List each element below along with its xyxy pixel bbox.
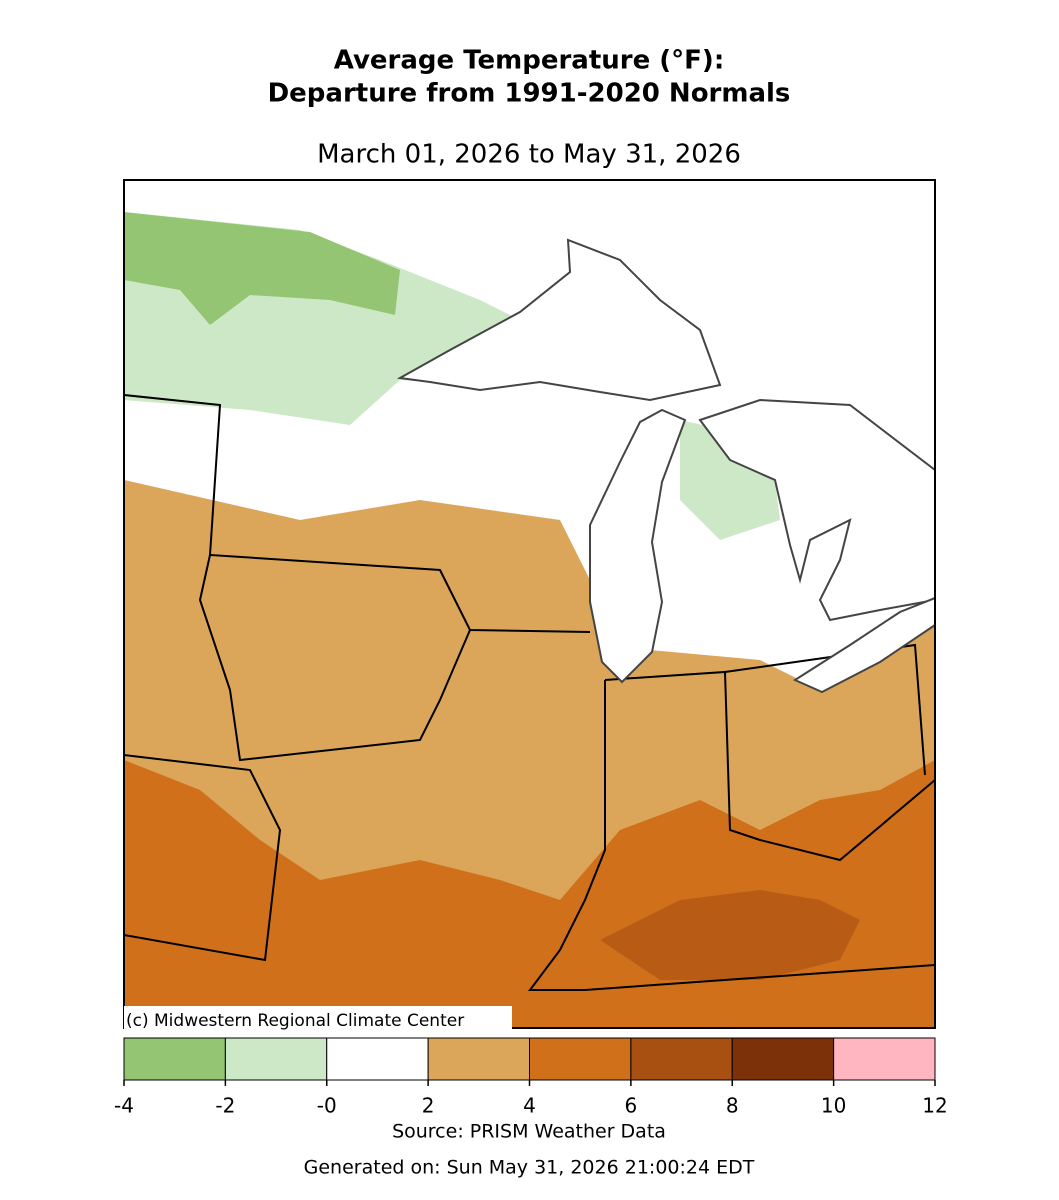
colorbar-bin <box>326 1037 429 1081</box>
tick-label: 6 <box>625 1094 638 1118</box>
tick-label: -4 <box>114 1094 134 1118</box>
region-dark <box>600 890 860 980</box>
region-green <box>124 212 400 325</box>
state-border <box>198 554 471 762</box>
lake-michigan <box>589 408 687 684</box>
colorbar-bin <box>833 1037 936 1081</box>
tick-label: 2 <box>422 1094 435 1118</box>
subtitle: March 01, 2026 to May 31, 2026 <box>317 140 741 170</box>
state-border <box>528 680 935 991</box>
colorbar-bin <box>224 1037 328 1081</box>
state-border <box>124 754 282 962</box>
generated: Generated on: Sun May 31, 2026 21:00:24 … <box>304 1157 755 1179</box>
lake-huron-canada <box>698 398 935 622</box>
lake-superior <box>396 238 722 402</box>
state-border <box>724 643 926 776</box>
colorbar: -4 -2 -0 2 4 6 8 10 12 <box>114 1037 948 1118</box>
colorbar-bin <box>731 1037 835 1081</box>
tick-label: -0 <box>317 1094 337 1118</box>
map-frame <box>123 179 936 1029</box>
copyright: (c) Midwestern Regional Climate Center <box>126 1011 464 1031</box>
tick-label: -2 <box>215 1094 235 1118</box>
tick-label: 4 <box>523 1094 536 1118</box>
colorbar-bin <box>123 1037 226 1081</box>
tick-label: 12 <box>922 1094 947 1118</box>
colorbar-bin <box>427 1037 530 1081</box>
source: Source: PRISM Weather Data <box>392 1121 666 1143</box>
lake-erie <box>792 596 935 694</box>
tick-label: 8 <box>726 1094 739 1118</box>
copyright-box <box>124 1006 512 1030</box>
colorbar-bin <box>529 1037 632 1081</box>
state-border <box>124 394 591 633</box>
title-line: Average Temperature (°F): <box>334 46 724 76</box>
title-line: Departure from 1991-2020 Normals <box>268 79 791 109</box>
colorbar-bin <box>630 1037 733 1081</box>
map: (c) Midwestern Regional Climate Center <box>123 179 936 1031</box>
state-border <box>604 670 935 862</box>
tick-label: 10 <box>821 1094 846 1118</box>
